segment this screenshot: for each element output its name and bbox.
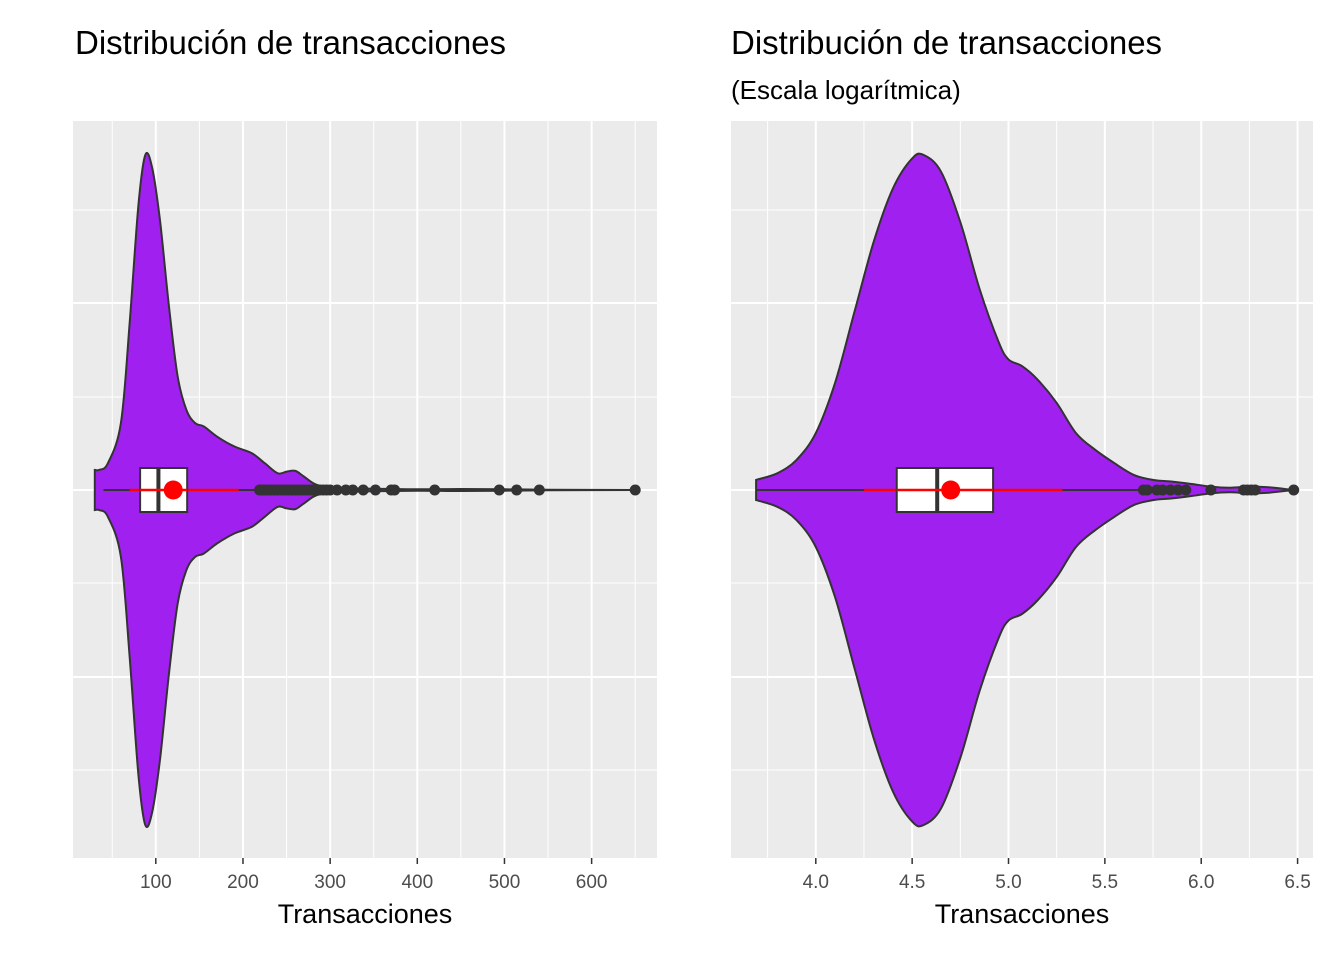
outlier-point [331,484,343,496]
chart-subtitle: (Escala logarítmica) [731,75,961,105]
mean-point [163,480,183,500]
mean-point [941,480,961,500]
outlier-point [511,484,523,496]
outlier-point [389,484,401,496]
x-tick-label: 4.0 [803,872,829,893]
linear-violin-chart: Distribución de transacciones Transaccio… [73,24,657,929]
x-tick-label: 500 [489,872,521,893]
chart-title: Distribución de transacciones [75,24,506,61]
outlier-point [1164,484,1176,496]
x-tick-label: 6.0 [1188,872,1214,893]
outlier-point [629,484,641,496]
x-tick-label: 400 [401,872,433,893]
x-tick-label: 6.5 [1284,872,1310,893]
outlier-point [1180,484,1192,496]
x-tick-label: 100 [140,872,172,893]
x-axis-label: Transacciones [278,899,453,929]
outlier-point [533,484,545,496]
x-tick-label: 5.5 [1092,872,1118,893]
x-tick-label: 4.5 [899,872,925,893]
outlier-point [1141,484,1153,496]
outlier-point [493,484,505,496]
outlier-point [1205,484,1217,496]
outlier-point [1288,484,1300,496]
outlier-point [1249,484,1261,496]
outlier-point [347,484,359,496]
x-tick-label: 300 [314,872,346,893]
x-tick-label: 200 [227,872,259,893]
x-tick-label: 5.0 [995,872,1021,893]
outlier-point [369,484,381,496]
outlier-point [429,484,441,496]
chart-title: Distribución de transacciones [731,24,1162,61]
log-violin-chart: Distribución de transacciones (Escala lo… [731,24,1313,929]
outlier-point [1172,484,1184,496]
x-axis-label: Transacciones [935,899,1110,929]
x-tick-label: 600 [576,872,608,893]
outlier-point [357,484,369,496]
outlier-point [1157,484,1169,496]
